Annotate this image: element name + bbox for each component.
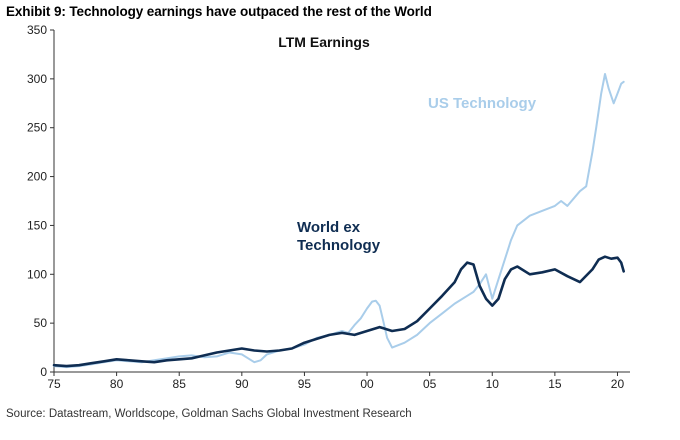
x-tick-label: 00 [360, 377, 374, 391]
source-note: Source: Datastream, Worldscope, Goldman … [6, 408, 412, 420]
series-label-line: US Technology [428, 95, 537, 112]
y-tick-label: 350 [27, 23, 47, 37]
y-axis: 0 50 100 150 200 250 300 350 [27, 23, 55, 379]
y-tick-label: 50 [34, 316, 48, 330]
x-tick-label: 15 [548, 377, 562, 391]
y-tick-label: 100 [27, 267, 47, 281]
y-tick-label: 250 [27, 121, 47, 135]
chart-title: LTM Earnings [278, 34, 370, 50]
x-tick-label: 80 [110, 377, 124, 391]
x-tick-label: 85 [173, 377, 187, 391]
us-technology-line [53, 73, 625, 369]
series-labels: US Technology World ex Technology [297, 95, 537, 254]
us-technology-label: US Technology [428, 95, 537, 112]
x-tick-label: 90 [235, 377, 249, 391]
y-tick-label: 0 [40, 365, 47, 379]
x-tick-label: 10 [486, 377, 500, 391]
series-label-line: World ex [297, 219, 361, 236]
x-tick-label: 05 [423, 377, 437, 391]
series-lines [52, 73, 625, 369]
world-ex-technology-line [52, 255, 625, 368]
x-tick-label: 20 [611, 377, 625, 391]
y-tick-label: 150 [27, 218, 47, 232]
exhibit-title: Exhibit 9: Technology earnings have outp… [6, 4, 432, 19]
y-tick-label: 300 [27, 72, 47, 86]
x-tick-label: 75 [47, 377, 61, 391]
y-tick-label: 200 [27, 170, 47, 184]
x-tick-label: 95 [298, 377, 312, 391]
series-label-line: Technology [297, 237, 381, 254]
world-ex-technology-label: World ex Technology [297, 219, 381, 254]
x-axis: 75 80 85 90 95 00 05 10 15 20 [47, 371, 630, 391]
